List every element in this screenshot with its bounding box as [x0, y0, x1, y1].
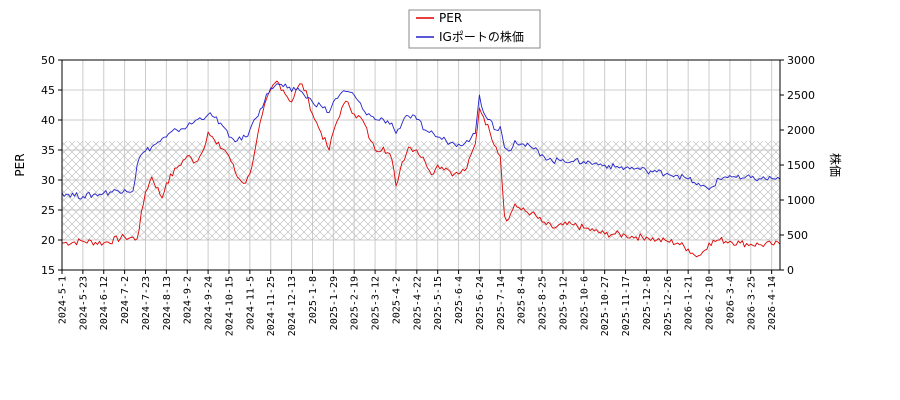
- y-left-tick-label: 20: [41, 234, 55, 247]
- y-left-tick-label: 30: [41, 174, 55, 187]
- x-tick-label: 2026-1-21: [684, 276, 695, 330]
- x-tick-label: 2026-3-25: [746, 276, 757, 330]
- y-right-tick-label: 2500: [787, 89, 815, 102]
- x-tick-label: 2026-2-10: [705, 276, 716, 330]
- x-tick-label: 2025-10-27: [600, 276, 611, 336]
- x-tick-label: 2024-9-2: [183, 276, 194, 324]
- x-tick-label: 2025-7-14: [496, 276, 507, 330]
- x-tick-label: 2025-12-8: [642, 276, 653, 330]
- x-tick-label: 2026-3-4: [725, 276, 736, 324]
- x-tick-label: 2024-9-24: [204, 276, 215, 330]
- y-left-tick-label: 45: [41, 84, 55, 97]
- series-layer: [61, 80, 781, 258]
- x-tick-label: 2025-2-19: [350, 276, 361, 330]
- x-tick-label: 2025-10-6: [579, 276, 590, 330]
- x-tick-label: 2025-1-29: [329, 276, 340, 330]
- x-tick-label: 2025-3-12: [371, 276, 382, 330]
- x-tick-label: 2025-6-4: [454, 276, 465, 324]
- legend-label-price: IGポートの株価: [439, 29, 524, 44]
- x-tick-label: 2025-6-24: [475, 276, 486, 330]
- y-left-tick-label: 15: [41, 264, 55, 277]
- y-right-tick-label: 2000: [787, 124, 815, 137]
- x-tick-label: 2025-1-8: [308, 276, 319, 324]
- x-tick-label: 2024-12-13: [287, 276, 298, 336]
- per-line: [61, 80, 781, 258]
- legend-label-per: PER: [439, 11, 462, 25]
- y-left-tick-label: 25: [41, 204, 55, 217]
- y-right-tick-label: 3000: [787, 54, 815, 67]
- y-right-tick-label: 500: [787, 229, 808, 242]
- x-tick-label: 2025-8-4: [517, 276, 528, 324]
- x-tick-label: 2024-11-25: [266, 276, 277, 336]
- x-tick-label: 2025-9-12: [558, 276, 569, 330]
- x-tick-label: 2026-4-14: [767, 276, 778, 330]
- x-tick-label: 2024-11-5: [245, 276, 256, 330]
- y-right-tick-label: 0: [787, 264, 794, 277]
- x-tick-label: 2025-8-25: [538, 276, 549, 330]
- y-left-tick-label: 50: [41, 54, 55, 67]
- x-tick-label: 2024-5-1: [58, 276, 69, 324]
- x-tick-label: 2024-5-23: [78, 276, 89, 330]
- x-tick-label: 2024-8-13: [162, 276, 173, 330]
- legend-box: [408, 9, 541, 49]
- y-right-tick-label: 1500: [787, 159, 815, 172]
- x-tick-label: 2024-7-23: [141, 276, 152, 330]
- axis-layer: 1520253035404550050010001500200025003000…: [41, 54, 815, 336]
- legend: PER IGポートの株価: [408, 9, 541, 49]
- x-tick-label: 2024-7-2: [120, 276, 131, 324]
- y-left-axis-title: PER: [13, 153, 27, 176]
- x-tick-label: 2025-4-22: [412, 276, 423, 330]
- y-left-tick-label: 35: [41, 144, 55, 157]
- y-left-tick-label: 40: [41, 114, 55, 127]
- x-tick-label: 2024-10-15: [224, 276, 235, 336]
- x-tick-label: 2025-4-2: [391, 276, 402, 324]
- y-right-axis-title: 株価: [828, 153, 843, 177]
- x-tick-label: 2025-12-26: [663, 276, 674, 336]
- stock-price-line: [61, 83, 781, 200]
- x-tick-label: 2025-11-17: [621, 276, 632, 336]
- x-tick-label: 2024-6-12: [99, 276, 110, 330]
- x-tick-label: 2025-5-15: [433, 276, 444, 330]
- y-right-tick-label: 1000: [787, 194, 815, 207]
- shaded-band: [62, 141, 780, 240]
